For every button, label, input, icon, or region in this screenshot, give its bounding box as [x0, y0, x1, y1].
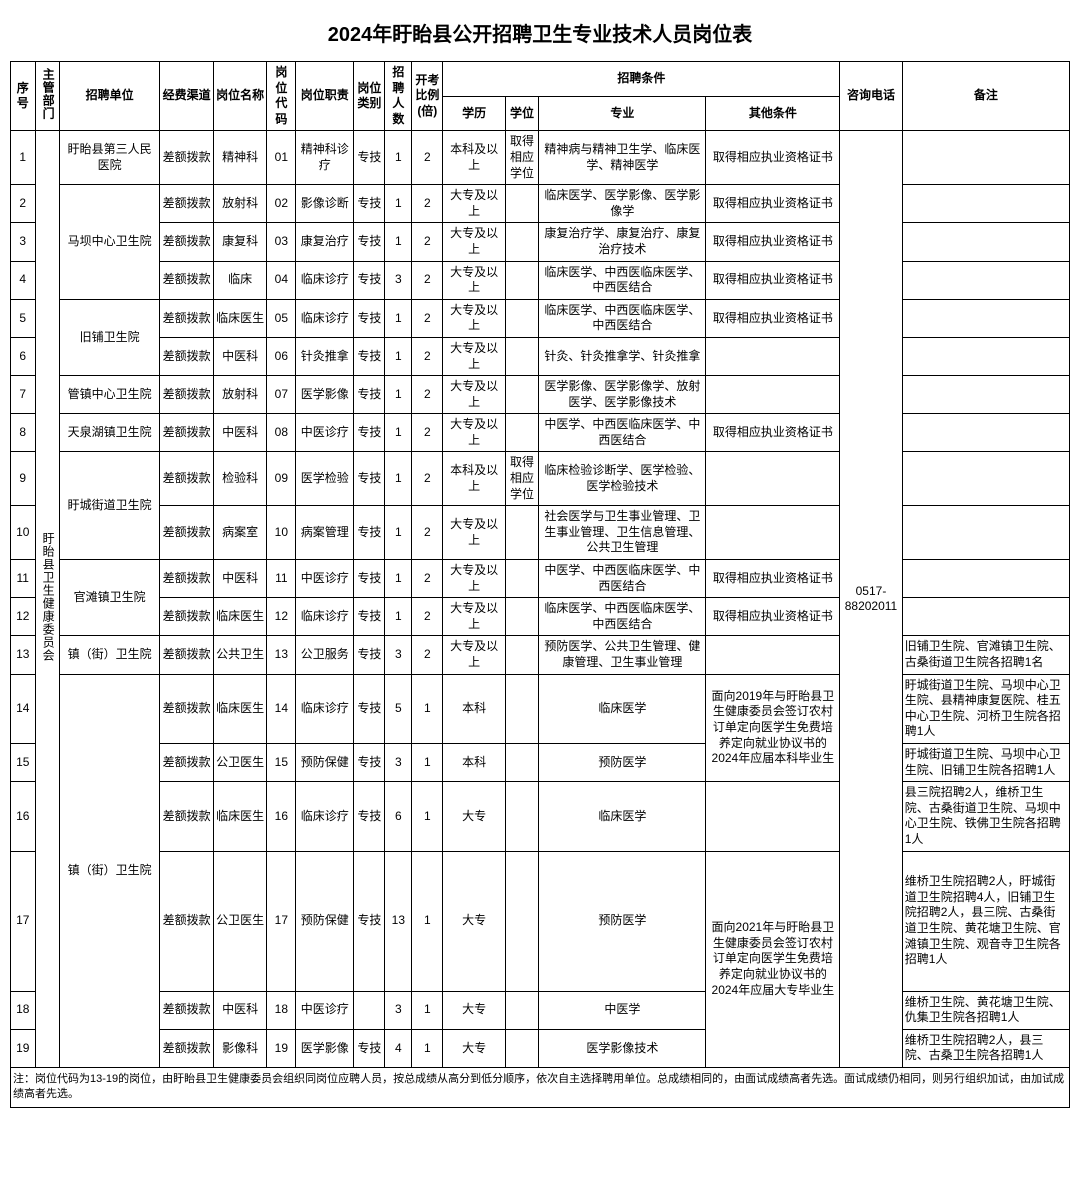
cell-pname: 精神科: [213, 131, 267, 185]
table-row: 4 差额拨款临床04临床诊疗专技32大专及以上临床医学、中西医临床医学、中西医结…: [11, 261, 1070, 299]
cell-unit: 天泉湖镇卫生院: [60, 414, 160, 452]
table-row: 6 差额拨款中医科06针灸推拿专技12大专及以上针灸、针灸推拿学、针灸推拿: [11, 337, 1070, 375]
cell-unit: 镇（街）卫生院: [60, 636, 160, 674]
table-row: 16 差额拨款临床医生16临床诊疗专技61大专临床医学县三院招聘2人，维桥卫生院…: [11, 782, 1070, 851]
table-row: 18 差额拨款中医科18中医诊疗31大专中医学 维桥卫生院、黄花塘卫生院、仇集卫…: [11, 991, 1070, 1029]
th-cond: 招聘条件: [443, 62, 840, 97]
cell-code: 01: [267, 131, 296, 185]
table-row: 9 盱城街道卫生院 差额拨款检验科09医学检验专技12本科及以上取得相应学位临床…: [11, 452, 1070, 506]
cell-deg: 取得相应学位: [505, 131, 538, 185]
table-row: 2 马坝中心卫生院 差额拨款放射科02影像诊断专技12大专及以上临床医学、医学影…: [11, 185, 1070, 223]
cell-other: 取得相应执业资格证书: [706, 131, 840, 185]
cell-duty: 精神科诊疗: [296, 131, 354, 185]
th-unit: 招聘单位: [60, 62, 160, 131]
table-row: 5 旧铺卫生院 差额拨款临床医生05临床诊疗专技12大专及以上临床医学、中西医临…: [11, 299, 1070, 337]
th-num: 招聘人数: [385, 62, 412, 131]
cell-num: 1: [385, 131, 412, 185]
th-pcode: 岗位代码: [267, 62, 296, 131]
th-seq: 序号: [11, 62, 36, 131]
cell-unit: 官滩镇卫生院: [60, 560, 160, 636]
cell-unit: 盱城街道卫生院: [60, 452, 160, 560]
th-deg: 学位: [505, 96, 538, 131]
cell-unit: 旧铺卫生院: [60, 299, 160, 375]
footnote: 注：岗位代码为13-19的岗位，由盱眙县卫生健康委员会组织同岗位应聘人员，按总成…: [11, 1067, 1070, 1107]
table-row: 17 差额拨款公卫医生17预防保健专技131大专预防医学 面向2021年与盱眙县…: [11, 851, 1070, 991]
th-phone: 咨询电话: [840, 62, 902, 131]
cell-type: 专技: [354, 131, 385, 185]
cell-other-merged: 面向2019年与盱眙县卫生健康委员会签订农村订单定向医学生免费培养定向就业协议书…: [706, 674, 840, 782]
table-row: 19 差额拨款影像科19医学影像专技41大专医学影像技术 维桥卫生院招聘2人，县…: [11, 1029, 1070, 1067]
cell-phone: 0517-88202011: [840, 131, 902, 1068]
table-row: 15 差额拨款公卫医生15预防保健专技31本科预防医学 盱城街道卫生院、马坝中心…: [11, 743, 1070, 781]
th-dept: 主管部门: [35, 62, 60, 131]
page-title: 2024年盱眙县公开招聘卫生专业技术人员岗位表: [10, 18, 1070, 47]
th-other: 其他条件: [706, 96, 840, 131]
table-row: 10 差额拨款病案室10病案管理专技12大专及以上社会医学与卫生事业管理、卫生事…: [11, 506, 1070, 560]
table-row: 7 管镇中心卫生院 差额拨款放射科07医学影像专技12大专及以上医学影像、医学影…: [11, 376, 1070, 414]
positions-table: 序号 主管部门 招聘单位 经费渠道 岗位名称 岗位代码 岗位职责 岗位类别 招聘…: [10, 61, 1070, 1108]
th-pname: 岗位名称: [213, 62, 267, 131]
cell-ratio: 2: [412, 131, 443, 185]
th-ratio: 开考比例(倍): [412, 62, 443, 131]
table-row: 13 镇（街）卫生院 差额拨款公共卫生13公卫服务专技32大专及以上预防医学、公…: [11, 636, 1070, 674]
table-row: 3 差额拨款康复科03康复治疗专技12大专及以上康复治疗学、康复治疗、康复治疗技…: [11, 223, 1070, 261]
th-edu: 学历: [443, 96, 505, 131]
cell-major: 精神病与精神卫生学、临床医学、精神医学: [539, 131, 706, 185]
cell-dept: 盱眙县卫生健康委员会: [35, 131, 60, 1068]
table-row: 1 盱眙县卫生健康委员会 盱眙县第三人民医院 差额拨款 精神科 01 精神科诊疗…: [11, 131, 1070, 185]
cell-remark: [902, 131, 1069, 185]
cell-edu: 本科及以上: [443, 131, 505, 185]
cell-seq: 1: [11, 131, 36, 185]
th-remark: 备注: [902, 62, 1069, 131]
table-row: 11 官滩镇卫生院 差额拨款中医科11中医诊疗专技12大专及以上中医学、中西医临…: [11, 560, 1070, 598]
cell-unit: 镇（街）卫生院: [60, 674, 160, 1067]
table-row: 8 天泉湖镇卫生院 差额拨款中医科08中医诊疗专技12大专及以上中医学、中西医临…: [11, 414, 1070, 452]
th-fund: 经费渠道: [160, 62, 214, 131]
th-ptype: 岗位类别: [354, 62, 385, 131]
cell-other-merged: 面向2021年与盱眙县卫生健康委员会签订农村订单定向医学生免费培养定向就业协议书…: [706, 851, 840, 1067]
cell-fund: 差额拨款: [160, 131, 214, 185]
table-row: 14 镇（街）卫生院 差额拨款临床医生14临床诊疗专技51本科临床医学 面向20…: [11, 674, 1070, 743]
cell-unit: 盱眙县第三人民医院: [60, 131, 160, 185]
th-major: 专业: [539, 96, 706, 131]
cell-unit: 马坝中心卫生院: [60, 185, 160, 300]
table-row: 12 差额拨款临床医生12临床诊疗专技12大专及以上临床医学、中西医临床医学、中…: [11, 598, 1070, 636]
footnote-row: 注：岗位代码为13-19的岗位，由盱眙县卫生健康委员会组织同岗位应聘人员，按总成…: [11, 1067, 1070, 1107]
cell-unit: 管镇中心卫生院: [60, 376, 160, 414]
th-duty: 岗位职责: [296, 62, 354, 131]
